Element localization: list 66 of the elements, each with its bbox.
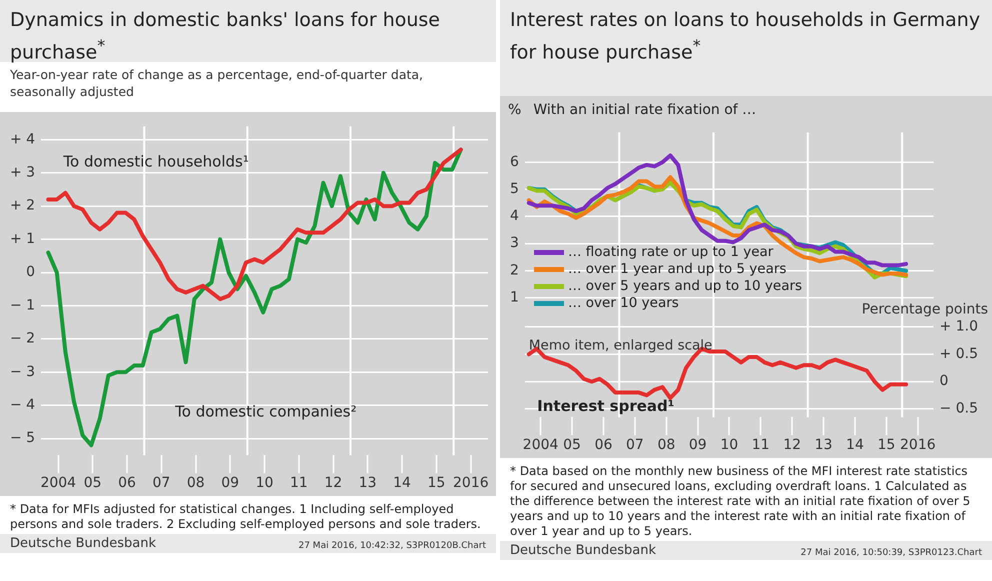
y-tick-label: + 3 (10, 164, 36, 181)
legend-title: With an initial rate fixation of … (533, 102, 756, 118)
y-tick-label: + 2 (10, 198, 36, 214)
x-tick-label: 08 (657, 437, 676, 454)
x-tick-label: 15 (428, 475, 446, 492)
x-tick-label: 12 (783, 437, 802, 454)
text: Memo item, enlarged scale (528, 337, 712, 354)
series-label: To domestic households¹ (62, 152, 249, 170)
x-tick-label: 08 (186, 475, 205, 492)
x-tick-label: 07 (152, 475, 170, 492)
text: To domestic companies² (174, 402, 357, 420)
y-tick-label: 2 (510, 262, 519, 278)
x-tick-label: 10 (256, 475, 274, 492)
chart-title: Dynamics in domestic banks' loans for house purchase$^{*}$ (0, 0, 496, 64)
x-tick-label: 07 (626, 437, 644, 454)
y2-tick-label: + 1.0 (940, 318, 978, 334)
text: Deutsche Bundesbank (10, 536, 156, 551)
x-tick-label: 13 (358, 475, 377, 492)
text: 27 Mai 2016, 10:50:39, S3PR0123.Chart (800, 548, 982, 558)
legend-label: … floating rate or up to 1 year (568, 244, 774, 261)
x-tick-label: 10 (720, 437, 738, 454)
y2-tick-label: − 0.5 (940, 400, 978, 417)
x-tick-label: 09 (688, 437, 707, 454)
x-tick-label: 2004 (40, 475, 76, 492)
y-tick-label: 0 (26, 264, 36, 280)
y-tick-label: + 4 (10, 131, 36, 148)
y-axis-title: % (508, 102, 522, 118)
y-tick-label: 3 (510, 235, 519, 252)
legend-label: … over 1 year and up to 5 years (568, 261, 786, 278)
y2-tick-label: + 0.5 (940, 346, 978, 362)
x-tick-label: 15 (877, 437, 896, 454)
series-label: Interest spread¹ (537, 397, 674, 416)
y-tick-label: 6 (510, 154, 519, 170)
x-tick-label: 05 (563, 437, 581, 454)
x-tick-label: 06 (118, 475, 136, 492)
y-tick-label: 5 (510, 181, 519, 197)
y-tick-label: 4 (510, 208, 519, 224)
y2-tick-label: 0 (940, 373, 948, 390)
x-tick-label: 11 (290, 475, 308, 492)
x-tick-label: 05 (84, 475, 102, 492)
text: 27 Mai 2016, 10:42:32, S3PR0120B.Chart (298, 541, 486, 551)
text: * Data based on the monthly new business of the MFI interest rate statistics for secured and unsecured loans, excluding overdraft loans. 1 Calculated as the difference between the interest rate with an initial rate fixation of over 5 years and up to 10 years and the interest rate with an initial rate fixation of over 1 year and up to 5 years. (509, 463, 972, 540)
chart-title: Interest rates on loans to households in Germany for house purchase$^{*}$ (500, 0, 992, 96)
legend-label: … over 5 years and up to 10 years (568, 278, 802, 295)
chart-subtitle: Year-on-year rate of change as a percentage, end-of-quarter data, seasonally adjusted (9, 66, 424, 101)
y2-axis-title: Percentage points (862, 301, 988, 318)
x-tick-label: 13 (814, 437, 832, 454)
y-tick-label: − 4 (10, 397, 36, 414)
y-tick-label: − 1 (10, 297, 36, 314)
text: Deutsche Bundesbank (510, 543, 656, 558)
x-tick-label: 11 (752, 437, 770, 454)
text: * Data for MFIs adjusted for statistical changes. 1 Including self-employed persons and sole traders. 2 Excluding self-employed persons and sole traders. (9, 501, 482, 533)
y-tick-label: − 3 (10, 364, 36, 380)
x-tick-label: 12 (324, 475, 342, 492)
x-tick-label: 2004 (522, 437, 559, 454)
x-tick-label: 14 (393, 475, 412, 492)
legend-label: … over 10 years (568, 295, 679, 312)
x-tick-label: 2016 (452, 475, 489, 492)
x-tick-label: 06 (594, 437, 612, 454)
y-tick-label: − 2 (10, 330, 36, 347)
x-tick-label: 09 (221, 475, 240, 492)
x-tick-label: 14 (846, 437, 864, 454)
y-tick-label: 1 (510, 289, 519, 306)
y-tick-label: − 5 (10, 430, 36, 446)
x-tick-label: 2016 (900, 437, 936, 454)
y-tick-label: + 1 (10, 230, 36, 247)
